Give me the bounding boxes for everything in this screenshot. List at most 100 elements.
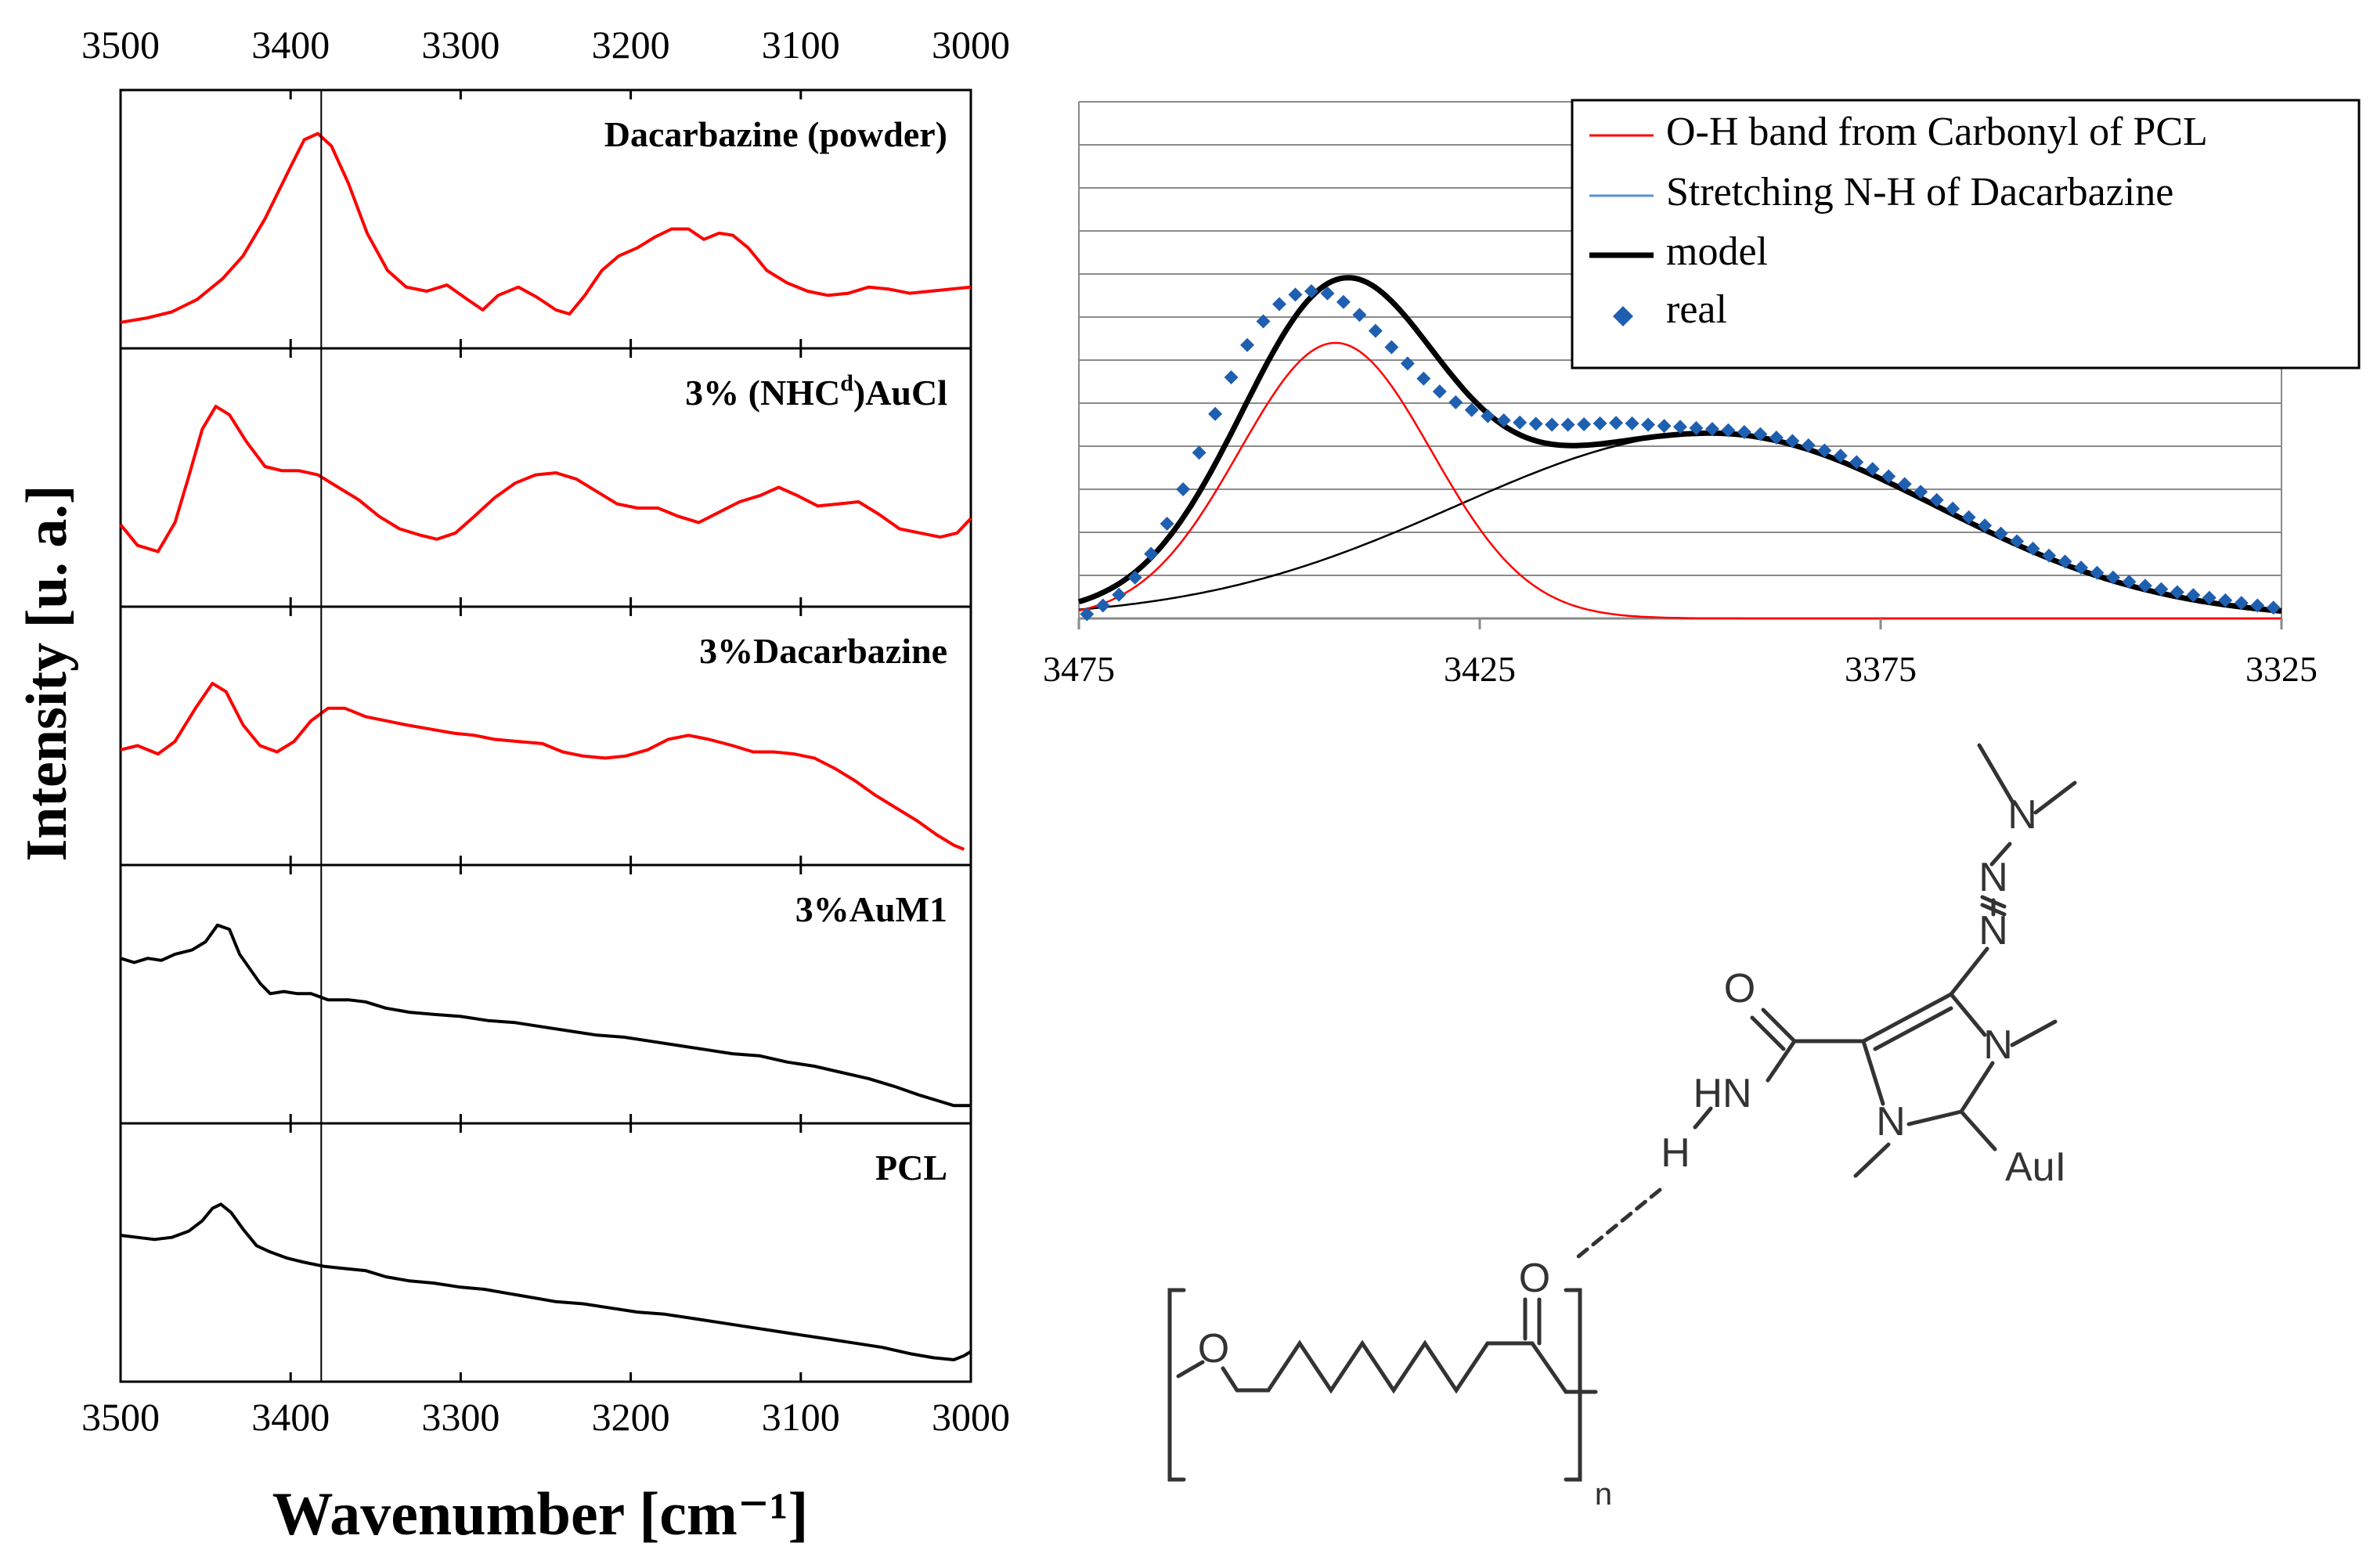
panel-frame <box>119 1122 972 1383</box>
panel-label: 3% (NHCd)AuCl <box>685 370 947 413</box>
spectrum-line <box>120 1202 972 1361</box>
real-data-point <box>2137 579 2152 593</box>
real-data-point <box>2218 593 2233 607</box>
real-data-point <box>1112 587 1127 602</box>
real-data-point <box>1849 455 1864 470</box>
real-data-point <box>1256 314 1271 329</box>
real-data-point <box>1176 482 1191 496</box>
bond <box>1861 1039 1885 1106</box>
atom-label: O <box>1198 1326 1229 1372</box>
legend-entry: real <box>1666 287 1727 332</box>
real-data-point <box>2250 598 2265 613</box>
bond <box>1873 1006 1953 1051</box>
bond <box>1980 903 2007 917</box>
real-data-point <box>2170 585 2184 600</box>
real-data-point <box>1801 438 1816 452</box>
real-data-point <box>1833 449 1848 463</box>
real-data-point <box>1513 415 1528 430</box>
bond <box>1906 1109 1964 1126</box>
series-group <box>1077 275 2282 622</box>
real-data-point <box>2266 600 2281 615</box>
real-data-point <box>1865 462 1880 477</box>
bottom-x-tick-labels: 3500 3400 3300 3200 3100 3000 <box>81 1395 1010 1439</box>
real-data-point <box>1240 337 1255 352</box>
real-data-point <box>1400 356 1415 371</box>
real-data-point <box>1609 416 1624 431</box>
real-data-point <box>1416 371 1431 386</box>
x-axis-label: Wavenumber [cm⁻¹] <box>272 1480 809 1548</box>
spectrum-line <box>120 682 965 851</box>
atom-label: N <box>2007 792 2037 838</box>
chemical-structure <box>1167 743 2077 1482</box>
bond <box>1750 1015 1786 1051</box>
x-tick-label: 3200 <box>592 1395 670 1439</box>
panel-label: Dacarbazine (powder) <box>604 114 947 154</box>
real-data-point <box>1785 434 1800 449</box>
legend-entry: O-H band from Carbonyl of PCL <box>1666 110 2208 154</box>
panel-label: PCL <box>875 1148 947 1188</box>
real-data-point <box>2010 534 2025 549</box>
label-part: 3% (NHC <box>685 373 840 413</box>
real-data-point <box>2154 582 2169 597</box>
legend-entry: model <box>1666 229 1768 274</box>
x-tick-label: 3375 <box>1845 649 1917 689</box>
panel-label: 3%Dacarbazine <box>699 631 947 671</box>
label-part: )AuCl <box>853 373 947 413</box>
real-data-point <box>1208 406 1223 421</box>
atom-label: N <box>1978 855 2008 900</box>
real-data-point <box>1095 598 1110 613</box>
bond <box>1949 946 1989 997</box>
real-data-point <box>1721 423 1736 438</box>
atom-label: N <box>1978 908 2008 953</box>
real-data-point <box>1545 417 1560 432</box>
real-data-point <box>1993 526 2008 541</box>
x-tick-label: 3100 <box>762 1395 840 1439</box>
real-data-point <box>1704 422 1719 436</box>
legend: O-H band from Carbonyl of PCL Stretching … <box>1571 99 2361 369</box>
bond <box>1989 842 2012 867</box>
real-data-point <box>1737 424 1751 439</box>
real-data-point <box>1929 492 1944 507</box>
real-data-point <box>1769 431 1784 445</box>
legend-entry: Stretching N-H of Dacarbazine <box>1666 170 2173 214</box>
repeat-bracket-right <box>1564 1288 1582 1482</box>
real-data-point <box>1592 416 1607 431</box>
x-tick-label: 3400 <box>251 23 330 67</box>
y-axis-label: Intensity [u. a.] <box>15 485 79 861</box>
pcl-chain <box>1176 1360 1205 1379</box>
atom-label: O <box>1519 1256 1550 1301</box>
real-data-point <box>1080 607 1095 622</box>
real-data-point <box>1897 477 1912 492</box>
x-tick-label: 3400 <box>251 1395 330 1439</box>
real-data-point <box>1978 518 1993 533</box>
x-tick-label: 3300 <box>421 1395 500 1439</box>
x-tick-label: 3425 <box>1444 649 1516 689</box>
real-data-point <box>1224 370 1239 384</box>
legend-box <box>1571 99 2361 369</box>
oh-component-line <box>1078 341 2281 620</box>
real-data-point <box>1464 402 1479 417</box>
x-tick-label: 3000 <box>932 23 1010 67</box>
real-data-point <box>1384 340 1399 355</box>
deconvolution-chart: 3475 3425 3375 3325 O-H band from Carbonyl … <box>1043 99 2361 689</box>
x-tick-labels: 3475 3425 3375 3325 <box>1043 618 2317 689</box>
bond <box>1693 1106 1713 1130</box>
real-data-point <box>2105 570 2120 585</box>
repeat-bracket-left <box>1167 1288 1186 1482</box>
x-tick-label: 3500 <box>81 1395 160 1439</box>
bond <box>1959 1061 1995 1114</box>
real-data-point <box>2042 548 2057 563</box>
bond <box>1959 1109 1997 1152</box>
real-data-point <box>2186 588 2201 603</box>
x-tick-label: 3300 <box>421 23 500 67</box>
real-data-point <box>1304 284 1318 298</box>
bond <box>1853 1142 1891 1178</box>
real-data-point <box>1368 323 1383 338</box>
ftir-stacked-chart: 3500 3400 3300 3200 3100 3000 Dacarbazine (po… <box>15 23 1010 1548</box>
real-data-point <box>1272 297 1286 312</box>
x-tick-label: 3200 <box>592 23 670 67</box>
real-data-point <box>2074 561 2088 575</box>
real-data-point <box>2202 590 2216 605</box>
real-data-point <box>1914 485 1928 499</box>
real-data-point <box>1448 395 1463 409</box>
